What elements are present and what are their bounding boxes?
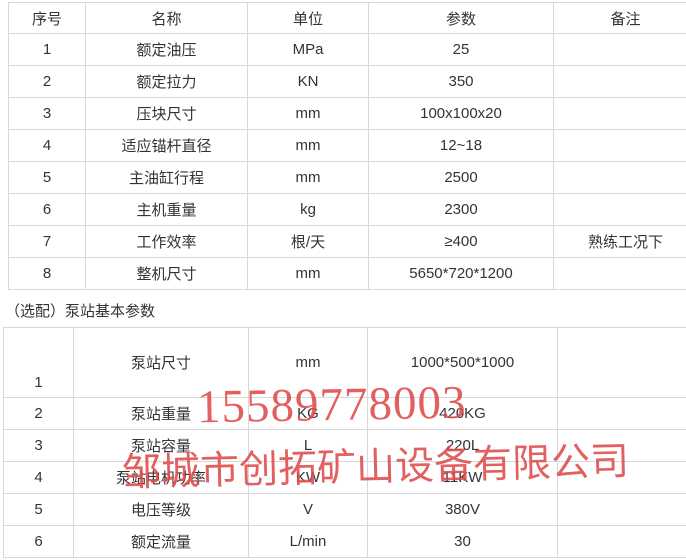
- cell-name: 泵站重量: [73, 397, 249, 430]
- table-row: 4 适应锚杆直径 mm 12~18: [8, 129, 686, 162]
- table-row: 2 泵站重量 KG 420KG: [3, 397, 686, 430]
- cell-serial: 4: [8, 129, 86, 162]
- cell-note: [557, 525, 686, 558]
- main-spec-table: 序号 名称 单位 参数 备注 1 额定油压 MPa 25 2 额定拉力 KN 3…: [8, 2, 686, 290]
- cell-param: 11KW: [367, 461, 558, 494]
- header-name: 名称: [85, 2, 248, 34]
- cell-name: 泵站容量: [73, 429, 249, 462]
- cell-param: 420KG: [367, 397, 558, 430]
- cell-param: ≥400: [368, 225, 554, 258]
- cell-name: 额定拉力: [85, 65, 248, 98]
- cell-note: [553, 193, 686, 226]
- cell-unit: L/min: [248, 525, 368, 558]
- cell-name: 工作效率: [85, 225, 248, 258]
- cell-serial: 4: [3, 461, 74, 494]
- table-row: 7 工作效率 根/天 ≥400 熟练工况下: [8, 225, 686, 258]
- cell-note: [557, 397, 686, 430]
- cell-serial: 6: [3, 525, 74, 558]
- cell-note: [553, 97, 686, 130]
- cell-name: 整机尺寸: [85, 257, 248, 290]
- table-row: 2 额定拉力 KN 350: [8, 65, 686, 98]
- table-row: 6 主机重量 kg 2300: [8, 193, 686, 226]
- cell-unit: KN: [247, 65, 369, 98]
- table-row: 5 主油缸行程 mm 2500: [8, 161, 686, 194]
- table-row: 1 泵站尺寸 mm 1000*500*1000: [3, 327, 686, 398]
- cell-name: 主油缸行程: [85, 161, 248, 194]
- table-row: 3 泵站容量 L 220L: [3, 429, 686, 462]
- cell-unit: KG: [248, 397, 368, 430]
- header-serial: 序号: [8, 2, 86, 34]
- cell-param: 30: [367, 525, 558, 558]
- cell-name: 压块尺寸: [85, 97, 248, 130]
- cell-unit: L: [248, 429, 368, 462]
- cell-name: 适应锚杆直径: [85, 129, 248, 162]
- cell-unit: V: [248, 493, 368, 526]
- header-unit: 单位: [247, 2, 369, 34]
- table-row: 6 额定流量 L/min 30: [3, 525, 686, 558]
- header-note: 备注: [553, 2, 686, 34]
- table-header-row: 序号 名称 单位 参数 备注: [8, 2, 686, 34]
- cell-note: [557, 461, 686, 494]
- cell-param: 100x100x20: [368, 97, 554, 130]
- cell-name: 电压等级: [73, 493, 249, 526]
- cell-note: [553, 161, 686, 194]
- cell-unit: 根/天: [247, 225, 369, 258]
- cell-serial: 5: [3, 493, 74, 526]
- cell-serial: 1: [3, 327, 74, 398]
- table-row: 5 电压等级 V 380V: [3, 493, 686, 526]
- cell-serial: 8: [8, 257, 86, 290]
- cell-unit: mm: [247, 97, 369, 130]
- cell-serial: 5: [8, 161, 86, 194]
- header-param: 参数: [368, 2, 554, 34]
- cell-unit: mm: [247, 257, 369, 290]
- cell-name: 额定油压: [85, 33, 248, 66]
- cell-serial: 7: [8, 225, 86, 258]
- cell-name: 额定流量: [73, 525, 249, 558]
- cell-unit: kg: [247, 193, 369, 226]
- pump-section-title: （选配）泵站基本参数: [5, 303, 156, 320]
- cell-param: 25: [368, 33, 554, 66]
- cell-note: [553, 257, 686, 290]
- cell-unit: mm: [247, 129, 369, 162]
- table-row: 3 压块尺寸 mm 100x100x20: [8, 97, 686, 130]
- cell-note: [557, 493, 686, 526]
- cell-unit: mm: [248, 327, 368, 398]
- cell-note: [553, 129, 686, 162]
- cell-param: 220L: [367, 429, 558, 462]
- cell-note: [553, 33, 686, 66]
- cell-note: [553, 65, 686, 98]
- cell-param: 350: [368, 65, 554, 98]
- table-row: 4 泵站电机功率 KW 11KW: [3, 461, 686, 494]
- cell-unit: MPa: [247, 33, 369, 66]
- cell-serial: 1: [8, 33, 86, 66]
- cell-note: [557, 327, 686, 398]
- cell-serial: 6: [8, 193, 86, 226]
- table-row: 1 额定油压 MPa 25: [8, 33, 686, 66]
- cell-serial: 3: [8, 97, 86, 130]
- pump-spec-table: 1 泵站尺寸 mm 1000*500*1000 2 泵站重量 KG 420KG …: [3, 327, 686, 558]
- cell-unit: KW: [248, 461, 368, 494]
- cell-name: 泵站电机功率: [73, 461, 249, 494]
- cell-name: 泵站尺寸: [73, 327, 249, 398]
- cell-note: 熟练工况下: [553, 225, 686, 258]
- cell-param: 1000*500*1000: [367, 327, 558, 398]
- cell-param: 5650*720*1200: [368, 257, 554, 290]
- cell-serial: 2: [3, 397, 74, 430]
- cell-param: 12~18: [368, 129, 554, 162]
- table-row: 8 整机尺寸 mm 5650*720*1200: [8, 257, 686, 290]
- cell-param: 2500: [368, 161, 554, 194]
- cell-param: 2300: [368, 193, 554, 226]
- cell-name: 主机重量: [85, 193, 248, 226]
- cell-serial: 3: [3, 429, 74, 462]
- cell-unit: mm: [247, 161, 369, 194]
- cell-serial: 2: [8, 65, 86, 98]
- cell-note: [557, 429, 686, 462]
- cell-param: 380V: [367, 493, 558, 526]
